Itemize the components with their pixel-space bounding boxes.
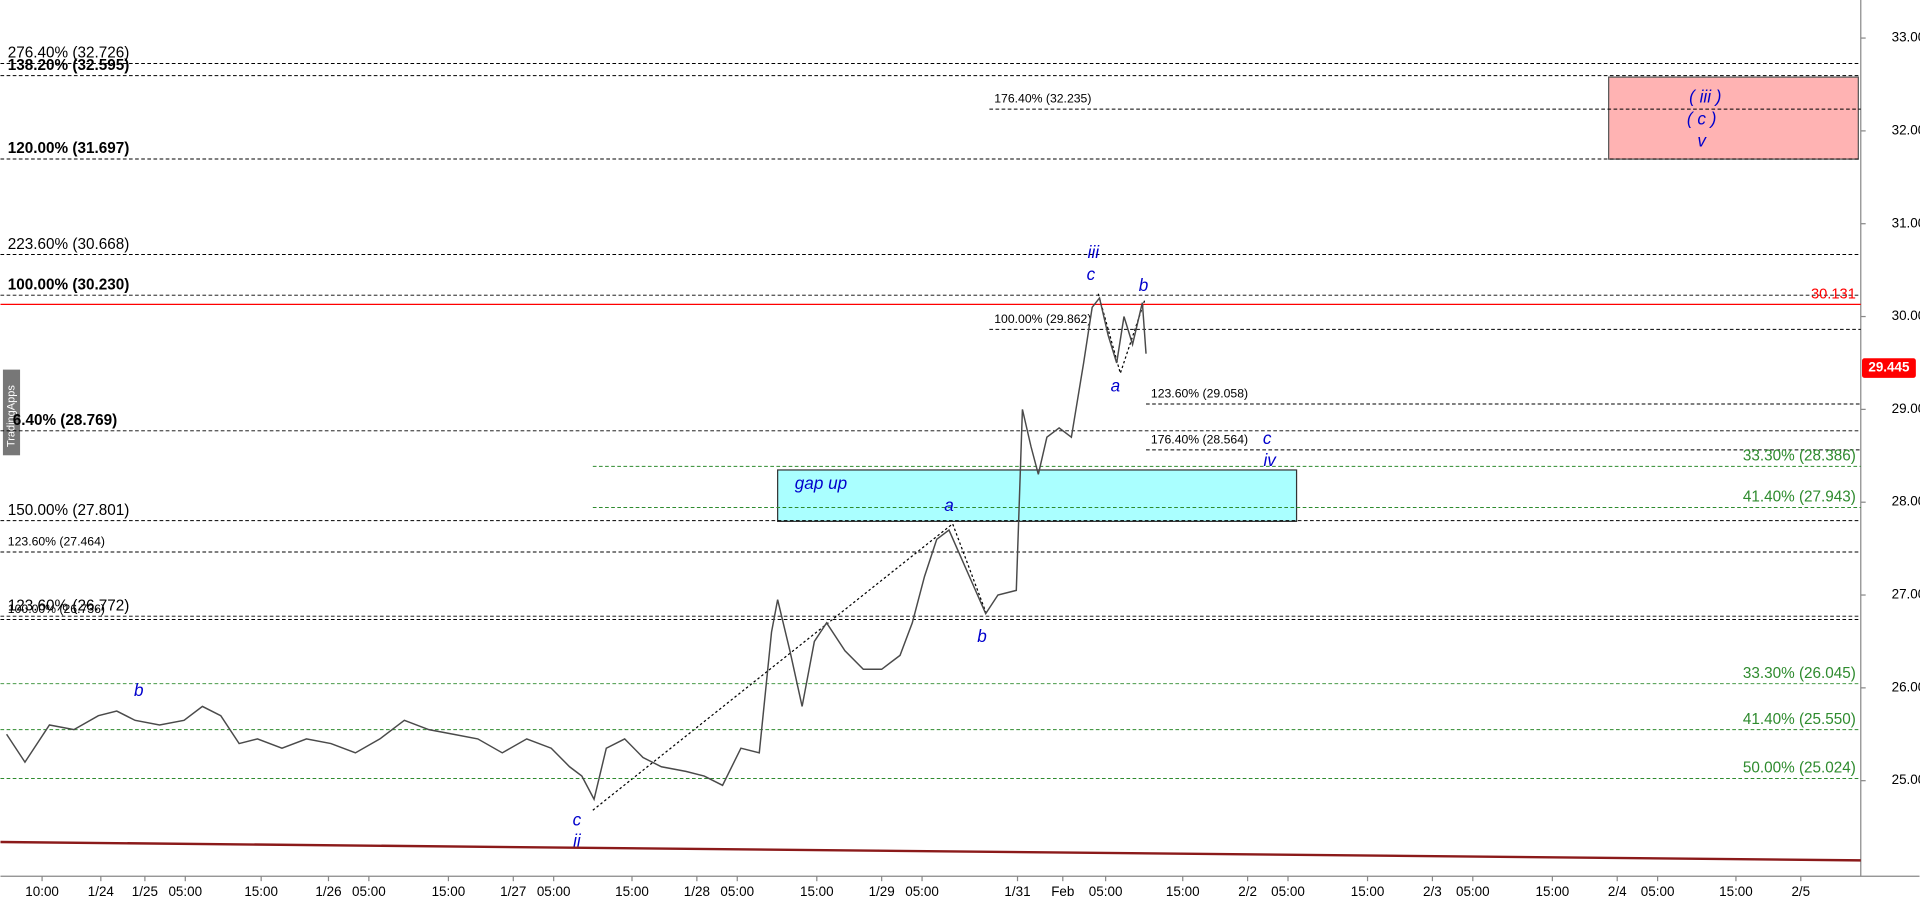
x-tick-label: 05:00 xyxy=(1456,884,1490,899)
last-price-label: 29.445 xyxy=(1868,360,1910,375)
x-tick-label: 1/27 xyxy=(500,884,526,899)
x-tick-label: 15:00 xyxy=(800,884,834,899)
x-tick-label: 05:00 xyxy=(1271,884,1305,899)
x-tick-label: Feb xyxy=(1051,884,1074,899)
price-line xyxy=(5,296,1147,802)
x-tick-label: 05:00 xyxy=(1089,884,1123,899)
gap-zone xyxy=(777,469,1298,522)
x-tick-label: 15:00 xyxy=(244,884,278,899)
x-tick-label: 1/31 xyxy=(1004,884,1030,899)
x-tick-label: 15:00 xyxy=(1719,884,1753,899)
fib-label: 33.30% (26.045) xyxy=(1743,665,1856,682)
wave-projection xyxy=(592,522,987,811)
last-price-box xyxy=(1862,358,1916,378)
reference-label: 30.131 xyxy=(1811,286,1856,302)
y-tick-label: 33.000 xyxy=(1892,30,1920,45)
fib-label: 6.40% (28.769) xyxy=(13,412,117,429)
wave-label: iii xyxy=(1088,242,1101,262)
fib-label: 223.60% (30.668) xyxy=(8,236,129,253)
x-tick-label: 15:00 xyxy=(1351,884,1385,899)
target-zone xyxy=(1608,76,1859,160)
y-tick-label: 27.000 xyxy=(1892,587,1920,602)
fib-label: 276.40% (32.726) xyxy=(8,45,129,62)
wave-label: b xyxy=(1139,275,1149,295)
x-tick-label: 15:00 xyxy=(1536,884,1570,899)
fib-label: 176.40% (32.235) xyxy=(994,92,1091,106)
wave-label: v xyxy=(1697,131,1707,151)
wave-label: c xyxy=(1263,428,1272,448)
x-tick-label: 05:00 xyxy=(1641,884,1675,899)
y-tick-label: 26.000 xyxy=(1892,679,1920,694)
fib-label: 120.00% (31.697) xyxy=(8,140,129,157)
x-tick-label: 15:00 xyxy=(615,884,649,899)
x-tick-label: 1/26 xyxy=(315,884,341,899)
wave-label: a xyxy=(1111,375,1121,395)
wave-label: b xyxy=(134,680,144,700)
fib-label: 100.00% (30.230) xyxy=(8,276,129,293)
fib-label: 138.20% (32.595) xyxy=(8,57,129,74)
watermark: TradingApps xyxy=(5,385,17,447)
y-tick-label: 28.000 xyxy=(1892,494,1920,509)
wave-label: ( c ) xyxy=(1687,108,1716,128)
wave-label: c xyxy=(1087,264,1096,284)
fib-label: 41.40% (27.943) xyxy=(1743,489,1856,506)
x-tick-label: 10:00 xyxy=(25,884,59,899)
x-tick-label: 2/5 xyxy=(1791,884,1810,899)
fib-label: 150.00% (27.801) xyxy=(8,502,129,519)
fib-label: 41.40% (25.550) xyxy=(1743,711,1856,728)
fib-label: 123.60% (27.464) xyxy=(8,534,105,548)
x-tick-label: 1/29 xyxy=(869,884,895,899)
x-tick-label: 05:00 xyxy=(352,884,386,899)
x-tick-label: 2/2 xyxy=(1238,884,1257,899)
wave-label: ii xyxy=(573,831,582,851)
y-tick-label: 25.000 xyxy=(1892,772,1920,787)
x-tick-label: 1/28 xyxy=(684,884,710,899)
wave-label: b xyxy=(977,626,987,646)
x-tick-label: 05:00 xyxy=(905,884,939,899)
x-tick-label: 15:00 xyxy=(432,884,466,899)
wave-label: ( iii ) xyxy=(1689,86,1721,106)
fib-label: 100.00% (26.736) xyxy=(8,602,105,616)
x-tick-label: 2/3 xyxy=(1423,884,1442,899)
fib-label: 176.40% (28.564) xyxy=(1151,432,1248,446)
y-tick-label: 31.000 xyxy=(1892,215,1920,230)
x-tick-label: 1/25 xyxy=(132,884,158,899)
fib-label: 33.30% (28.386) xyxy=(1743,448,1856,465)
y-tick-label: 32.000 xyxy=(1892,122,1920,137)
x-tick-label: 15:00 xyxy=(1166,884,1200,899)
wave-label: c xyxy=(573,810,582,830)
watermark-bg xyxy=(2,369,21,456)
trend-line xyxy=(0,840,1861,862)
x-tick-label: 05:00 xyxy=(720,884,754,899)
fib-label: 123.60% (26.772) xyxy=(8,597,129,614)
x-tick-label: 05:00 xyxy=(168,884,202,899)
x-tick-label: 2/4 xyxy=(1608,884,1627,899)
wave-label: iv xyxy=(1263,450,1277,470)
y-tick-label: 30.000 xyxy=(1892,308,1920,323)
fib-label: 50.00% (25.024) xyxy=(1743,760,1856,777)
wave-label: a xyxy=(944,495,954,515)
fib-label: 100.00% (29.862) xyxy=(994,312,1091,326)
y-tick-label: 29.000 xyxy=(1892,401,1920,416)
x-tick-label: 1/24 xyxy=(88,884,115,899)
fib-label: 123.60% (29.058) xyxy=(1151,386,1248,400)
x-tick-label: 05:00 xyxy=(537,884,571,899)
gap-label: gap up xyxy=(795,473,847,493)
